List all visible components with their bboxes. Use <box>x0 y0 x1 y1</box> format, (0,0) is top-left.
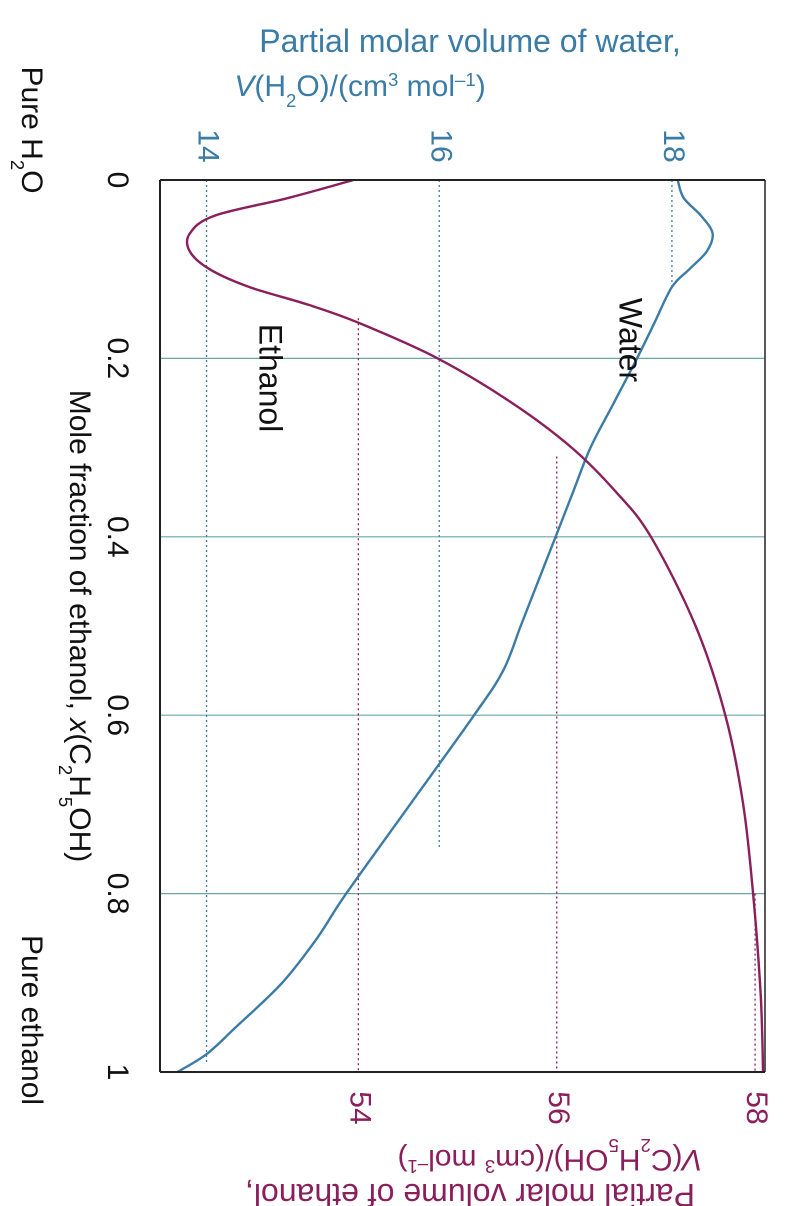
x-axis-title: Mole fraction of ethanol, x(C2H5OH) <box>56 390 97 863</box>
water-series-label: Water <box>613 298 649 383</box>
x-tick-label-3: 0.6 <box>101 694 134 736</box>
ethanol-tick-label-58: 58 <box>740 1091 773 1124</box>
x-tick-label-0: 0 <box>101 172 134 189</box>
water-tick-label-16: 16 <box>424 129 457 162</box>
water-tick-label-18: 18 <box>657 129 690 162</box>
water-axis-title-line1: Partial molar volume of water, <box>259 23 681 59</box>
ethanol-axis-title-line2: Partial molar volume of ethanol, <box>245 1177 695 1206</box>
pure-water-label: Pure H2O <box>8 66 49 193</box>
ethanol-series-label: Ethanol <box>253 324 289 433</box>
x-tick-label-5: 1 <box>101 1064 134 1081</box>
x-tick-label-2: 0.4 <box>101 516 134 558</box>
pure-ethanol-label: Pure ethanol <box>15 935 48 1105</box>
ethanol-tick-label-56: 56 <box>542 1091 575 1124</box>
water-axis-title-line2: V(H2O)/(cm3 mol–1) <box>234 69 485 111</box>
ethanol-curve <box>185 178 765 1073</box>
curves <box>176 178 765 1074</box>
x-tick-label-4: 0.8 <box>101 873 134 915</box>
labels: 0 0.2 0.4 0.6 0.8 1 Mole fraction of ethanol, … <box>8 23 774 1206</box>
grid-lines <box>160 357 765 895</box>
reference-lines <box>205 180 756 1072</box>
water-tick-label-14: 14 <box>192 129 225 162</box>
ethanol-tick-label-54: 54 <box>343 1091 376 1124</box>
x-tick-label-1: 0.2 <box>101 338 134 380</box>
water-curve <box>176 179 714 1074</box>
ethanol-axis-title-line1: V(C2H5OH)/(cm3 mol–1) <box>397 1136 702 1178</box>
axes <box>159 179 766 1073</box>
